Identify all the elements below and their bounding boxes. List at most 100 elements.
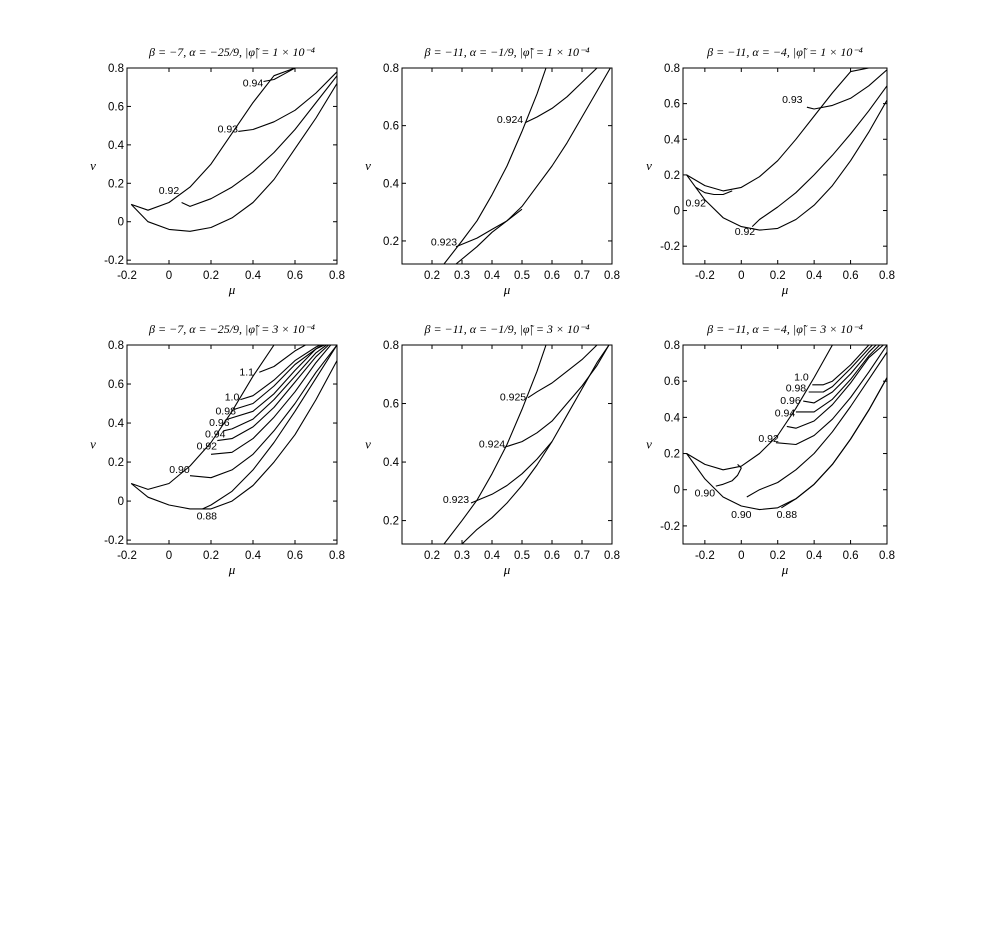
contour-label: 0.92 bbox=[159, 185, 180, 197]
contour-line bbox=[524, 68, 598, 124]
x-axis-label: μ bbox=[781, 562, 789, 577]
contour-label: 0.925 bbox=[500, 392, 526, 404]
y-axis-label: ν bbox=[90, 437, 96, 452]
y-tick-label: 0.2 bbox=[383, 236, 399, 248]
y-tick-label: 0 bbox=[674, 206, 680, 218]
y-tick-label: 0.4 bbox=[664, 412, 681, 424]
x-axis-label: μ bbox=[228, 282, 236, 297]
x-tick-label: 0.8 bbox=[329, 550, 345, 562]
x-tick-label: 0.4 bbox=[245, 270, 262, 282]
axes-frame bbox=[126, 344, 338, 545]
contour-line bbox=[238, 71, 337, 132]
y-tick-label: 0.6 bbox=[383, 121, 399, 133]
x-tick-label: 0.8 bbox=[604, 550, 620, 562]
y-tick-label: 0.6 bbox=[108, 101, 124, 113]
contour-line bbox=[806, 69, 887, 110]
y-axis-label: ν bbox=[646, 437, 652, 452]
contour-label: 0.923 bbox=[431, 236, 457, 248]
contour-label: 0.98 bbox=[786, 382, 807, 394]
x-tick-label: 0.4 bbox=[806, 270, 823, 282]
x-axis-label: μ bbox=[503, 562, 511, 577]
x-tick-label: 0.2 bbox=[770, 550, 786, 562]
contour-line bbox=[503, 345, 610, 448]
y-tick-label: 0.6 bbox=[664, 376, 680, 388]
x-tick-label: -0.2 bbox=[695, 550, 715, 562]
contour-label: 0.90 bbox=[169, 464, 190, 476]
y-tick-label: 0.8 bbox=[383, 63, 399, 75]
y-tick-label: 0 bbox=[118, 496, 124, 508]
x-tick-label: 0.2 bbox=[424, 270, 440, 282]
contour-label: 0.94 bbox=[775, 408, 796, 420]
x-tick-label: 0 bbox=[166, 550, 172, 562]
x-tick-label: -0.2 bbox=[117, 550, 137, 562]
y-tick-label: 0.8 bbox=[108, 63, 124, 75]
axes-frame bbox=[126, 67, 338, 265]
x-tick-label: 0.4 bbox=[245, 550, 262, 562]
contour-label: 0.90 bbox=[731, 509, 752, 521]
contour-label: 0.88 bbox=[777, 509, 798, 521]
contour-line bbox=[781, 377, 887, 509]
contour-line bbox=[130, 83, 337, 232]
panel-6: β = −11, α = −4, |φ̃| = 3 × 10⁻⁴ -0.2 0 0.2… bbox=[646, 322, 895, 577]
contour-label: 1.0 bbox=[225, 392, 240, 404]
contour-label: 0.96 bbox=[780, 395, 801, 407]
y-tick-label: 0.2 bbox=[383, 516, 399, 528]
x-tick-label: 0.6 bbox=[287, 550, 303, 562]
y-tick-label: 0.8 bbox=[108, 340, 124, 352]
contour-line bbox=[189, 345, 337, 479]
panel-1: β = −7, α = −25/9, |φ̃| = 1 × 10⁻⁴ -0.2 0 0… bbox=[90, 45, 345, 297]
x-axis-label: μ bbox=[781, 282, 789, 297]
contour-line bbox=[715, 464, 742, 487]
contour-line bbox=[803, 345, 877, 404]
y-tick-label: 0.2 bbox=[108, 178, 124, 190]
y-axis-label: ν bbox=[646, 158, 652, 173]
contour-line bbox=[181, 75, 337, 207]
contour-line bbox=[455, 208, 523, 248]
contour-label: 0.92 bbox=[735, 226, 756, 238]
axes-frame bbox=[401, 344, 613, 545]
contour-label: 0.93 bbox=[782, 94, 803, 106]
contour-line bbox=[210, 345, 332, 455]
contour-line bbox=[786, 345, 884, 429]
x-tick-label: 0.8 bbox=[604, 270, 620, 282]
axes-frame bbox=[682, 67, 888, 265]
contour-line bbox=[751, 85, 887, 227]
contour-line bbox=[131, 345, 275, 490]
y-tick-label: 0.8 bbox=[664, 63, 680, 75]
x-axis-label: μ bbox=[503, 282, 511, 297]
contour-line bbox=[217, 345, 329, 442]
contour-label: 0.92 bbox=[197, 440, 218, 452]
panel-title: β = −11, α = −4, |φ̃| = 1 × 10⁻⁴ bbox=[706, 45, 863, 59]
x-tick-label: 0.4 bbox=[484, 270, 501, 282]
contour-line bbox=[527, 345, 598, 399]
x-tick-label: 0.6 bbox=[544, 270, 560, 282]
y-tick-label: 0 bbox=[118, 217, 124, 229]
contour-label: 0.94 bbox=[243, 77, 264, 89]
contour-label: 0.924 bbox=[479, 439, 505, 451]
contour-line bbox=[808, 345, 873, 393]
x-tick-label: 0.3 bbox=[454, 270, 470, 282]
contour-line bbox=[686, 99, 887, 231]
x-tick-label: 0.3 bbox=[454, 550, 470, 562]
y-axis-label: ν bbox=[365, 158, 371, 173]
contour-label: 0.93 bbox=[218, 123, 239, 135]
x-tick-label: 0.7 bbox=[574, 270, 590, 282]
contour-line bbox=[202, 345, 337, 510]
contour-line bbox=[443, 345, 547, 544]
x-tick-label: 0.2 bbox=[424, 550, 440, 562]
y-axis-label: ν bbox=[365, 437, 371, 452]
x-tick-label: -0.2 bbox=[695, 270, 715, 282]
x-tick-label: 0.2 bbox=[203, 550, 219, 562]
y-tick-label: 0.6 bbox=[383, 399, 399, 411]
contour-label: 0.92 bbox=[758, 433, 779, 445]
y-tick-label: 0.2 bbox=[108, 457, 124, 469]
y-axis-label: ν bbox=[90, 158, 96, 173]
contour-label: 1.0 bbox=[794, 372, 809, 384]
contour-label: 1.1 bbox=[239, 366, 254, 378]
x-tick-label: 0.6 bbox=[544, 550, 560, 562]
contour-line bbox=[223, 345, 327, 432]
contour-label: 0.98 bbox=[215, 405, 236, 417]
contour-line bbox=[130, 360, 337, 510]
y-tick-label: -0.2 bbox=[104, 255, 124, 267]
